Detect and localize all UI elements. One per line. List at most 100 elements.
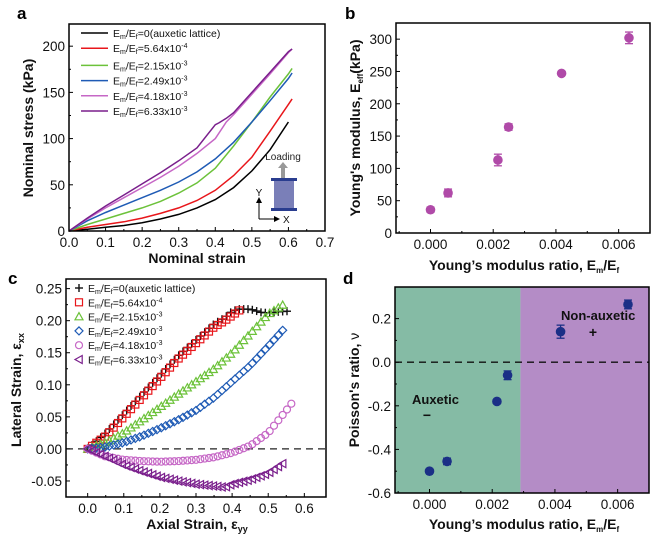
diamond-marker (139, 430, 149, 441)
diamond-marker (225, 378, 236, 388)
circle-marker (178, 456, 188, 465)
panel-label-a: a (17, 4, 27, 23)
auxetic-label: Auxetic (412, 392, 459, 407)
panel-c-lateral-axial: 0.0 0.1 0.2 0.3 0.4 0.5 0.6 -0.05 0.00 0.05 0.10 0.… (8, 278, 327, 534)
panel-c-xlabel: Axial Strain, εyy (146, 516, 247, 534)
square-marker (152, 377, 162, 386)
triangle-left-marker (195, 479, 205, 490)
panel-a-legend: Em/Ef=0(auxetic lattice) Em/Ef=5.64x10-4 E… (81, 28, 220, 119)
triangle-up-marker (73, 311, 85, 321)
diamond-marker (260, 344, 271, 355)
auxetic-region (395, 287, 521, 493)
triangle-up-marker (251, 321, 262, 331)
data-point (424, 466, 435, 477)
square-marker (135, 395, 144, 405)
inset-x-label: X (283, 215, 290, 226)
y-tick-label: 200 (369, 97, 392, 112)
diamond-marker (143, 428, 154, 439)
circle-marker (222, 450, 231, 459)
d-xlabel-main: Young’s modulus ratio, E (429, 516, 596, 532)
triangle-left-marker (190, 479, 200, 490)
square-marker (235, 306, 244, 315)
diamond-marker (104, 441, 115, 451)
circle-marker (200, 454, 209, 463)
diamond-marker (169, 416, 180, 427)
data-point (443, 188, 453, 198)
circle-marker (287, 399, 296, 408)
triangle-up-marker (117, 428, 128, 438)
circle-marker (226, 449, 235, 458)
diamond-marker (156, 422, 167, 433)
square-marker (131, 400, 140, 409)
triangle-left-marker (73, 354, 83, 365)
panel-label-d: d (343, 269, 353, 288)
square-marker (148, 381, 157, 391)
square-marker (209, 323, 218, 332)
triangle-left-marker (268, 464, 278, 475)
legend-label-2: Em/Ef=5.64x10-4 (113, 43, 188, 56)
square-marker (157, 372, 166, 381)
data-point (556, 68, 567, 79)
legend-label-3: Em/Ef=2.15x10-3 (88, 312, 163, 325)
x-tick-label: 0.5 (242, 235, 261, 250)
plus-symbol: + (589, 324, 597, 340)
triangle-left-marker (216, 482, 226, 493)
circle-marker (183, 456, 192, 465)
x-tick-label: 0.5 (259, 501, 278, 516)
circle-marker (152, 457, 162, 466)
legend-label-6: Em/Ef=6.33x10-3 (88, 355, 163, 368)
c-xlabel-main: Axial Strain, ε (146, 516, 238, 532)
x-tick-label: 0.1 (96, 235, 115, 250)
panel-d-ylabel: Poisson's ratio, ν (346, 333, 362, 448)
y-tick-label: 0.0 (372, 355, 391, 370)
circle-marker (165, 457, 175, 466)
panel-b-points (425, 31, 634, 215)
loading-arrow-head-icon (278, 162, 288, 168)
panel-c-ticks: 0.0 0.1 0.2 0.3 0.4 0.5 0.6 -0.05 0.00 0.05 0.10 0.… (31, 282, 314, 516)
triangle-up-marker (264, 308, 275, 318)
y-tick-label: 0.05 (36, 410, 62, 425)
panel-d-points (424, 299, 633, 477)
lattice-specimen (274, 181, 294, 208)
square-marker (126, 405, 136, 414)
circle-marker (235, 445, 244, 455)
x-tick-label: 0.002 (476, 237, 510, 252)
circle-marker (157, 457, 166, 466)
diamond-marker (238, 366, 249, 377)
triangle-up-marker (234, 339, 245, 349)
curve-series-3 (68, 67, 293, 232)
b-ylabel-main: Young's modulus, E (347, 84, 363, 217)
circle-marker (74, 341, 84, 350)
circle-marker (239, 444, 248, 453)
panel-label-c: c (8, 269, 17, 288)
diamond-marker (251, 353, 262, 364)
y-tick-label: -0.6 (368, 486, 391, 501)
data-point (502, 370, 513, 381)
legend-label-1: Em/Ef=0(auxetic lattice) (113, 28, 220, 41)
x-tick-label: 0.4 (206, 235, 225, 250)
y-tick-label: 0.15 (36, 346, 62, 361)
triangle-up-marker (238, 335, 249, 345)
circle-marker (243, 442, 253, 451)
x-tick-label: 0.3 (187, 501, 206, 516)
y-tick-label: 150 (42, 85, 65, 100)
x-tick-label: 0.2 (150, 501, 169, 516)
curve-series-2 (68, 98, 293, 232)
x-tick-label: 0.6 (295, 501, 314, 516)
circle-marker (191, 455, 201, 464)
diamond-marker (247, 358, 258, 369)
y-tick-label: 0.2 (372, 312, 391, 327)
b-xlabel-sub-m: m (596, 266, 603, 275)
panel-a-ylabel: Nominal stress (kPa) (20, 59, 36, 198)
square-marker (144, 386, 153, 395)
legend-label-3: Em/Ef=2.15x10-3 (113, 60, 188, 73)
square-marker (113, 418, 123, 428)
legend-label-2: Em/Ef=5.64x10-4 (88, 297, 163, 310)
data-point (624, 33, 634, 43)
square-marker (217, 318, 227, 327)
diamond-marker (113, 439, 123, 449)
diamond-marker (217, 385, 227, 396)
x-tick-label: 0.000 (413, 497, 447, 512)
diamond-marker (134, 432, 145, 442)
circle-marker (282, 405, 292, 414)
